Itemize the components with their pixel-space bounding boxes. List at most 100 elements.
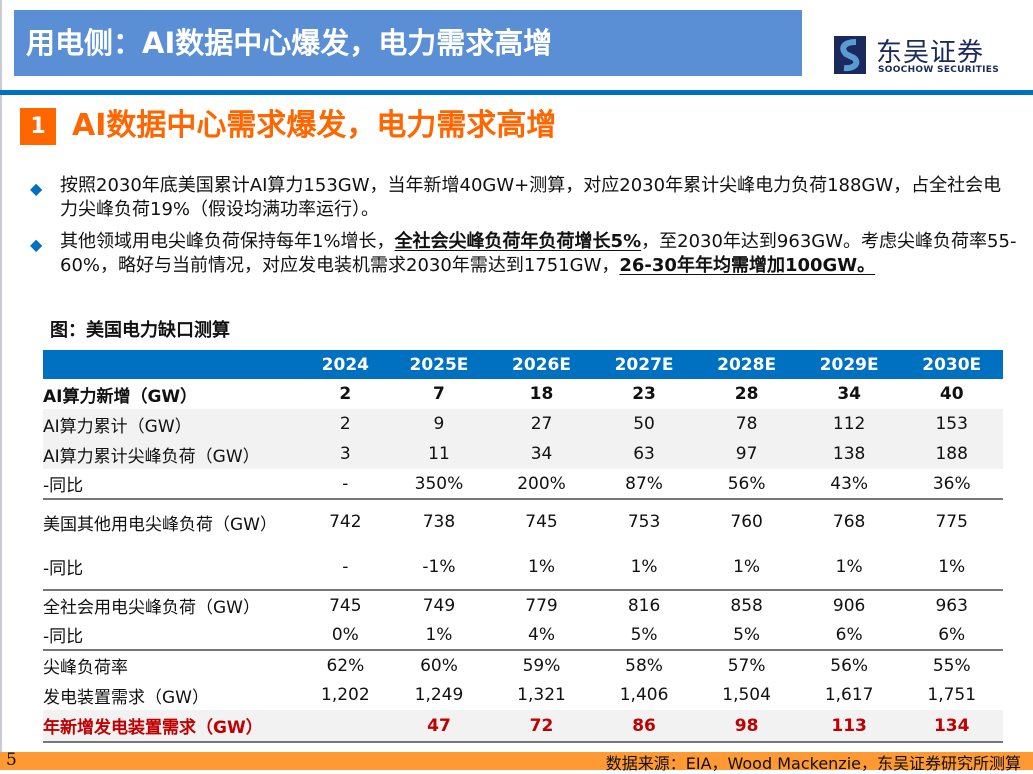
table-cell: 112 (797, 409, 901, 439)
row-label: -同比 (43, 544, 303, 591)
table-cell: 87% (592, 469, 696, 500)
soochow-logo: 东吴证券 SOOCHOW SECURITIES (834, 36, 1024, 78)
left-border (0, 0, 2, 752)
column-header (43, 350, 303, 379)
table-cell: 60% (420, 655, 458, 676)
table-cell: 188 (900, 439, 1003, 469)
page-number: 5 (6, 750, 17, 770)
table-cell: 742 (329, 512, 362, 533)
table-cell: 9 (387, 409, 491, 439)
table-cell: 97 (695, 439, 798, 469)
column-header: 2027E (592, 350, 696, 379)
table-cell: 36% (900, 469, 1003, 500)
table-row: -同比 0% 1% 4% 5% 5% 6% 6% (43, 620, 1003, 651)
table-cell: 0% (303, 620, 388, 651)
table-cell: 56% (695, 469, 798, 500)
table-cell: 56% (830, 655, 869, 676)
column-header: 2026E (490, 350, 593, 379)
table-cell: 1,751 (927, 685, 977, 705)
table-cell: 28 (734, 384, 759, 404)
power-gap-table: 2024 2025E 2026E 2027E 2028E 2029E 2030E AI算力新… (43, 350, 1003, 743)
footer-bar: 5 数据来源：EIA，Wood Mackenzie，东吴证券研究所测算 (0, 750, 1033, 773)
table-cell: 816 (627, 595, 661, 616)
table-cell: 753 (627, 512, 661, 533)
table-cell: 78 (695, 409, 798, 439)
table-row: AI算力新增（GW） 2 7 18 23 28 34 40 (43, 379, 1003, 409)
table-row: 美国其他用电尖峰负荷（GW） 742 738 745 753 760 768 775 (43, 499, 1003, 545)
row-label: -同比 (43, 469, 303, 500)
table-cell: 2 (303, 409, 388, 439)
table-row: -同比 -350% 200% 87% 56% 43% 36% (43, 469, 1003, 500)
diamond-bullet-icon: ◆ (30, 179, 43, 198)
logo-name-cn: 东吴证券 (876, 38, 985, 68)
table-cell: 47 (387, 710, 491, 743)
table-cell: 134 (900, 710, 1003, 743)
diamond-bullet-icon: ◆ (30, 235, 43, 254)
section-title: AI数据中心需求爆发，电力需求高增 (72, 108, 557, 143)
table-cell: 138 (797, 439, 901, 469)
table-cell: 7 (433, 384, 445, 404)
table-cell: 23 (632, 384, 656, 404)
row-label: -同比 (43, 620, 303, 651)
table-cell: 1,249 (414, 685, 464, 705)
column-header: 2029E (797, 350, 901, 379)
table-cell: 2 (339, 384, 352, 404)
table-cell: 1% (695, 544, 798, 591)
table-cell: 34 (837, 384, 861, 404)
logo-mark-icon (834, 36, 866, 74)
table-header-row: 2024 2025E 2026E 2027E 2028E 2029E 2030E (43, 350, 1003, 379)
table-cell: 858 (730, 595, 763, 616)
row-label: 全社会用电尖峰负荷（GW） (43, 598, 260, 618)
row-label: 年新增发电装置需求（GW） (43, 710, 303, 743)
table-cell: 4% (490, 620, 593, 651)
table-cell: 86 (592, 710, 696, 743)
table-row: -同比 - -1% 1% 1% 1% 1% 1% (43, 544, 1003, 591)
table-row: 全社会用电尖峰负荷（GW） 745 749 779 816 858 906 963 (43, 590, 1003, 620)
table-cell: 768 (832, 512, 866, 533)
table-cell: 745 (329, 595, 362, 616)
table-cell: 6% (900, 620, 1003, 651)
table-cell: 749 (422, 595, 456, 616)
table-cell: 11 (387, 439, 491, 469)
data-source: 数据来源：EIA，Wood Mackenzie，东吴证券研究所测算 (605, 754, 1021, 773)
column-header: 2024 (303, 350, 388, 379)
table-row: AI算力累计（GW） 2 9 27 50 78 112 153 (43, 409, 1003, 439)
bullet-item: ◆ 其他领域用电尖峰负荷保持每年1%增长，全社会尖峰负荷年负荷增长5%，至203… (30, 231, 1017, 276)
highlight-text: 26-30年年均需增加100GW。 (619, 255, 876, 276)
table-cell: 34 (490, 439, 593, 469)
table-cell: 27 (490, 409, 593, 439)
table-cell: 745 (525, 512, 558, 533)
table-cell: 153 (900, 409, 1003, 439)
banner-title: 用电侧：AI数据中心爆发，电力需求高增 (14, 10, 802, 76)
table-cell: 1,321 (517, 685, 566, 705)
table-cell: - (303, 544, 388, 591)
table-cell: 738 (422, 512, 456, 533)
table-cell: 18 (529, 384, 554, 404)
bullet-list: ◆ 按照2030年底美国累计AI算力153GW，当年新增40GW+测算，对应20… (28, 174, 1018, 286)
table-cell: 775 (935, 512, 968, 533)
column-header: 2025E (387, 350, 491, 379)
table-cell: 6% (797, 620, 901, 651)
table-cell: 98 (695, 710, 798, 743)
table-cell: -1% (387, 544, 491, 591)
table-row: 发电装置需求（GW） 1,202 1,249 1,321 1,406 1,504 1,617… (43, 680, 1003, 710)
table-cell (303, 710, 388, 743)
table-cell: 1,504 (722, 685, 771, 705)
row-label: 发电装置需求（GW） (43, 687, 209, 708)
header-divider (0, 90, 1033, 95)
row-label: AI算力累计（GW） (43, 409, 303, 439)
table-cell: 50 (592, 409, 696, 439)
row-label: AI算力累计尖峰负荷（GW） (43, 439, 303, 469)
highlight-text: 全社会尖峰负荷年负荷增长5% (394, 231, 642, 252)
table-cell: 113 (797, 710, 901, 743)
table-cell: 1,406 (619, 685, 669, 705)
logo-name-en: SOOCHOW SECURITIES (878, 65, 999, 75)
table-cell: 760 (730, 512, 763, 533)
table-cell: 1,202 (321, 685, 370, 705)
row-label: AI算力新增（GW） (43, 386, 198, 407)
table-cell: 72 (490, 710, 593, 743)
table-cell: 63 (592, 439, 696, 469)
table-cell: 200% (490, 469, 593, 500)
table-row: 年新增发电装置需求（GW） 47 72 86 98 113 134 (43, 710, 1003, 743)
table-cell: 1% (900, 544, 1003, 591)
